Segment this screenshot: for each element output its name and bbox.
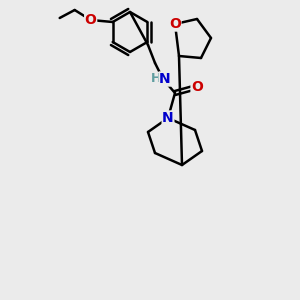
Text: N: N: [162, 111, 174, 125]
Text: O: O: [191, 80, 203, 94]
Text: H: H: [151, 73, 161, 85]
Text: O: O: [169, 17, 181, 31]
Text: O: O: [85, 13, 97, 27]
Text: N: N: [159, 72, 171, 86]
